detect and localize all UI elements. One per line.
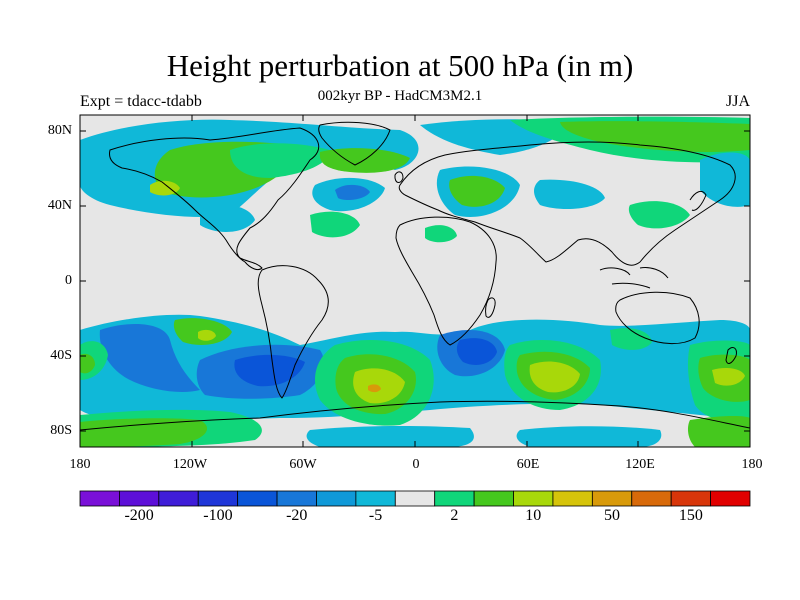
- contour-region: [230, 143, 330, 178]
- lon-tick-label: 180: [741, 457, 763, 472]
- contour-region: [368, 384, 381, 393]
- coastline-indonesia: [599, 267, 669, 289]
- lon-tick-label: 60E: [516, 457, 540, 472]
- colorbar: [79, 490, 751, 507]
- colorbar-swatch: [197, 490, 239, 507]
- coastline-greenland: [318, 121, 391, 166]
- colorbar-swatch: [710, 490, 751, 507]
- contour-region: [310, 211, 360, 238]
- contour-region: [335, 184, 370, 200]
- lon-tick-label: 180: [69, 457, 91, 472]
- lat-tick-label: 80N: [47, 123, 72, 138]
- coastline-new-zealand: [725, 347, 737, 364]
- colorbar-tick-label: 150: [678, 507, 703, 524]
- colorbar-swatch: [513, 490, 554, 507]
- colorbar-tick-label: 10: [525, 507, 542, 524]
- lon-tick-label: 60W: [289, 457, 317, 472]
- coastline-australia: [615, 291, 700, 345]
- contour-region: [449, 175, 505, 207]
- colorbar-swatch: [355, 490, 396, 507]
- lon-tick-label: 120E: [625, 457, 655, 472]
- lon-tick-label: 0: [412, 457, 420, 472]
- experiment-label: Expt = tdacc-tdabb: [80, 93, 202, 110]
- colorbar-swatch: [316, 490, 357, 507]
- coastline-eurasia: [398, 141, 736, 266]
- lat-tick-label: 40N: [47, 198, 72, 213]
- colorbar-swatch: [276, 490, 317, 507]
- colorbar-swatch: [591, 490, 633, 507]
- contour-fill-layer: [80, 116, 750, 447]
- contour-region: [516, 426, 662, 447]
- colorbar-swatch: [473, 490, 514, 507]
- colorbar-swatch: [394, 490, 436, 507]
- plot-subtitle: 002kyr BP - HadCM3M2.1: [317, 88, 483, 104]
- contour-region: [319, 148, 410, 173]
- contour-region: [712, 368, 745, 386]
- colorbar-tick-label: -200: [124, 507, 154, 524]
- contour-region: [150, 180, 180, 196]
- colorbar-tick-label: -20: [286, 507, 308, 524]
- contour-region: [80, 153, 115, 182]
- contour-region: [200, 204, 255, 232]
- lat-tick-label: 40S: [50, 348, 72, 363]
- lat-tick-label: 80S: [50, 423, 72, 438]
- colorbar-swatch: [158, 490, 199, 507]
- colorbar-tick-label: -100: [203, 507, 233, 524]
- colorbar-swatch: [631, 490, 672, 507]
- lat-ticks: [80, 130, 750, 432]
- colorbar-tick-label: 50: [604, 507, 621, 524]
- lon-ticks: [191, 115, 639, 447]
- plot-title: Height perturbation at 500 hPa (in m): [166, 48, 634, 83]
- colorbar-swatch: [552, 490, 593, 507]
- coastline-antarctica: [80, 400, 750, 431]
- colorbar-tick-label: 2: [450, 507, 459, 524]
- contour-region: [700, 152, 750, 207]
- colorbar-swatch: [119, 490, 160, 507]
- season-label: JJA: [725, 93, 750, 110]
- contour-region: [306, 425, 474, 447]
- colorbar-swatch: [434, 490, 475, 507]
- contour-region: [534, 179, 605, 210]
- coastline-japan: [689, 190, 707, 211]
- colorbar-swatch: [670, 490, 711, 507]
- contour-region: [687, 415, 750, 447]
- coastline-uk: [394, 171, 404, 183]
- contour-region: [99, 324, 200, 392]
- contour-region: [529, 361, 580, 393]
- lat-tick-label: 0: [65, 273, 72, 288]
- contour-region: [610, 328, 652, 350]
- lon-tick-label: 120W: [172, 457, 208, 472]
- contour-region: [425, 225, 457, 243]
- colorbar-swatch: [237, 490, 278, 507]
- colorbar-tick-label: -5: [368, 507, 383, 524]
- coastline-south-america: [257, 265, 329, 399]
- colorbar-swatch: [79, 490, 120, 507]
- contour-region: [80, 418, 208, 447]
- coastline-north-america: [109, 127, 320, 271]
- contour-region: [560, 121, 750, 153]
- coastline-madagascar: [485, 297, 496, 318]
- contour-region: [628, 201, 690, 229]
- contour-region: [234, 354, 305, 387]
- contour-region: [456, 338, 497, 365]
- coastline-africa: [395, 216, 497, 346]
- contour-region: [198, 329, 216, 341]
- coastline-layer: [80, 121, 750, 431]
- contour-region: [80, 353, 95, 374]
